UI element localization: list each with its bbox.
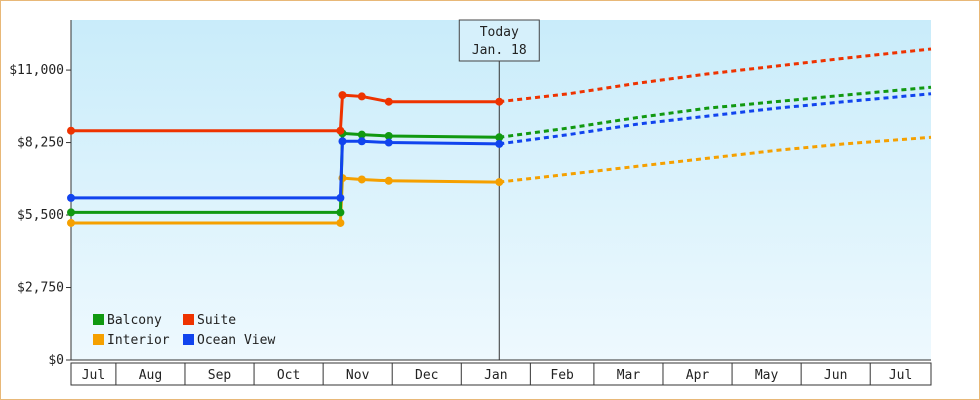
data-point[interactable] xyxy=(495,133,504,142)
data-point[interactable] xyxy=(384,131,393,140)
data-point[interactable] xyxy=(495,178,504,187)
month-label: Apr xyxy=(686,368,710,383)
data-point[interactable] xyxy=(336,208,345,217)
y-tick-label: $0 xyxy=(48,353,64,368)
data-point[interactable] xyxy=(384,97,393,106)
forecast-line xyxy=(499,47,932,104)
legend-swatch xyxy=(183,314,194,325)
month-label: Aug xyxy=(139,368,162,383)
y-tick-label: $2,750 xyxy=(17,281,64,296)
month-label: May xyxy=(755,368,779,383)
data-point[interactable] xyxy=(67,208,75,217)
series-line xyxy=(71,93,500,133)
month-label: Jul xyxy=(82,368,105,383)
data-point[interactable] xyxy=(338,91,347,100)
series-layer xyxy=(67,47,932,227)
data-point[interactable] xyxy=(384,138,393,147)
data-point[interactable] xyxy=(357,130,366,139)
data-point[interactable] xyxy=(495,139,504,148)
today-marker: Today Jan. 18 xyxy=(458,19,540,360)
month-axis: Jul Aug Sep Oct Nov Dec Jan Feb Mar Apr May Jun Jul xyxy=(70,362,932,386)
series-suite xyxy=(67,47,932,135)
month-label: Feb xyxy=(550,368,574,383)
forecast-line xyxy=(499,92,932,146)
legend-label: Suite xyxy=(197,313,236,328)
legend-swatch xyxy=(93,314,104,325)
axes: $0 $2,750 $5,500 $8,250 $11,000 xyxy=(9,20,931,368)
series-balcony xyxy=(67,85,932,217)
month-label: Oct xyxy=(277,368,300,383)
data-point[interactable] xyxy=(336,218,345,227)
data-point[interactable] xyxy=(67,193,75,202)
legend: Balcony Suite Interior Ocean View xyxy=(93,313,275,348)
series-line xyxy=(71,176,500,225)
data-point[interactable] xyxy=(67,126,75,135)
legend-label: Ocean View xyxy=(197,333,275,348)
series-ocean-view xyxy=(67,92,932,202)
legend-swatch xyxy=(183,334,194,345)
today-date-label: Jan. 18 xyxy=(472,43,527,58)
forecast-line xyxy=(499,135,932,184)
data-point[interactable] xyxy=(357,92,366,101)
series-interior xyxy=(67,135,932,227)
month-label: Dec xyxy=(415,368,438,383)
data-point[interactable] xyxy=(67,218,75,227)
y-tick-label: $5,500 xyxy=(17,208,64,223)
month-label: Jul xyxy=(889,368,912,383)
data-point[interactable] xyxy=(384,176,393,185)
today-label: Today xyxy=(480,25,519,40)
legend-label: Interior xyxy=(107,333,170,348)
data-point[interactable] xyxy=(338,137,347,146)
today-box xyxy=(458,19,540,62)
series-line xyxy=(71,131,500,214)
month-label: Mar xyxy=(617,368,641,383)
legend-swatch xyxy=(93,334,104,345)
data-point[interactable] xyxy=(495,97,504,106)
y-tick-label: $11,000 xyxy=(9,63,64,78)
month-label: Jun xyxy=(824,368,847,383)
y-tick-label: $8,250 xyxy=(17,136,64,151)
forecast-line xyxy=(499,85,932,139)
month-label: Nov xyxy=(346,368,370,383)
month-band xyxy=(70,362,932,386)
legend-label: Balcony xyxy=(107,313,162,328)
month-label: Sep xyxy=(208,368,232,383)
month-label: Jan xyxy=(484,368,507,383)
data-point[interactable] xyxy=(336,193,345,202)
data-point[interactable] xyxy=(336,126,345,135)
plot-area xyxy=(71,20,931,360)
data-point[interactable] xyxy=(357,137,366,146)
data-point[interactable] xyxy=(357,175,366,184)
series-line xyxy=(71,139,500,200)
